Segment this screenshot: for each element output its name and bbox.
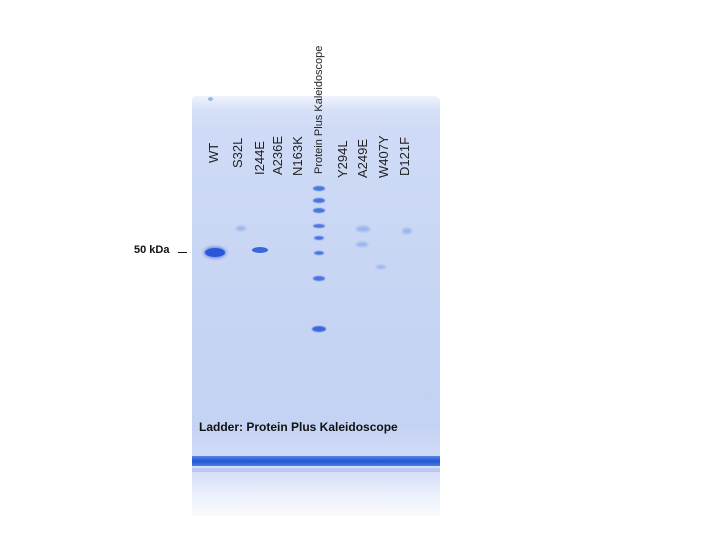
gel-well-edge: [192, 96, 440, 110]
size-marker-tick: [178, 252, 187, 253]
ladder-band-7: [313, 276, 325, 281]
lane-label-y294l: Y294L: [335, 140, 350, 178]
gel-bubble: [425, 392, 432, 399]
gel-slab: [192, 96, 440, 516]
gel-speck: [208, 97, 213, 101]
lane-label-a249e: A249E: [355, 138, 370, 178]
gel-bottom-edge: [192, 468, 440, 472]
lane-label-a236e: A236E: [270, 135, 285, 175]
band-a249e-faint: [356, 226, 370, 232]
lane-label-w407y: W407Y: [376, 135, 391, 178]
ladder-caption: Ladder: Protein Plus Kaleidoscope: [199, 420, 398, 434]
ladder-band-1: [313, 186, 325, 191]
band-i244e: [252, 247, 268, 253]
ladder-band-8: [312, 326, 326, 332]
ladder-band-4: [313, 224, 325, 228]
lane-label-ladder: Protein Plus Kaleidoscope: [313, 45, 325, 174]
ladder-band-3: [313, 208, 325, 213]
lane-label-s32l: S32L: [230, 137, 245, 168]
ladder-band-5: [314, 236, 324, 240]
band-d121f-faint: [402, 228, 412, 234]
dye-front-line: [192, 456, 440, 466]
lane-label-n163k: N163K: [290, 136, 305, 176]
size-marker-label: 50 kDa: [134, 244, 170, 256]
lane-label-d121f: D121F: [397, 136, 412, 176]
band-wt: [205, 248, 225, 257]
ladder-band-6: [314, 251, 324, 255]
ladder-band-2: [313, 198, 325, 203]
gel-bottom-fade: [192, 476, 440, 516]
band-s32l-faint: [236, 226, 246, 231]
lane-label-wt: WT: [206, 142, 221, 163]
lane-label-i244e: I244E: [252, 141, 267, 175]
band-w407y-faint: [376, 265, 386, 269]
band-a249e-faint-2: [356, 242, 368, 247]
